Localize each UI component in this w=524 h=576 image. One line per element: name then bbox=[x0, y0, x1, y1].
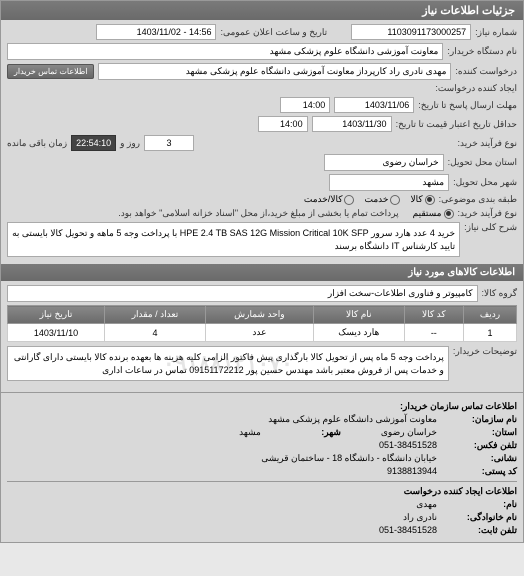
divider bbox=[1, 392, 523, 393]
payment-note: پرداخت تمام یا بخشی از مبلغ خرید،از محل … bbox=[118, 208, 398, 219]
radio-goods-label: کالا bbox=[410, 194, 422, 205]
col-date: تاریخ نیاز bbox=[8, 306, 105, 324]
payment-radios: مستقیم bbox=[413, 208, 454, 219]
radio-service-item[interactable]: خدمت bbox=[364, 194, 400, 205]
min-validity-time: 14:00 bbox=[258, 116, 308, 132]
address-value: خیابان دانشگاه - دانشگاه 18 - ساختمان قر… bbox=[261, 453, 437, 464]
send-deadline-date: 1403/11/06 bbox=[334, 97, 414, 113]
address-label: نشانی: bbox=[437, 453, 517, 464]
need-number-field: 1103091173000257 bbox=[351, 24, 471, 40]
main-panel: جزئیات اطلاعات نیاز شماره نیاز: 11030911… bbox=[0, 0, 524, 543]
lastname-value: نادری راد bbox=[403, 512, 437, 523]
delivery-state-field: خراسان رضوی bbox=[324, 154, 444, 171]
requester-label: درخواست کننده: bbox=[455, 66, 517, 77]
group-field: کامپیوتر و فناوری اطلاعات-سخت افزار bbox=[7, 285, 478, 302]
table-row: 1 -- هارد دیسک عدد 4 1403/11/10 bbox=[8, 324, 517, 342]
city-value: مشهد bbox=[239, 427, 261, 438]
delivery-city-label: شهر محل تحویل: bbox=[453, 177, 517, 188]
cell-code: -- bbox=[404, 324, 463, 342]
fax-value: 051-38451528 bbox=[379, 440, 437, 451]
radio-service-icon bbox=[390, 195, 400, 205]
info-section: شماره نیاز: 1103091173000257 تاریخ و ساع… bbox=[1, 20, 523, 264]
radio-cash-icon bbox=[444, 209, 454, 219]
org-label: نام سازمان: bbox=[437, 414, 517, 425]
buy-process-label: نوع فرآیند خرید: bbox=[458, 138, 518, 149]
table-wrapper: ردیف کد کالا نام کالا واحد شمارش تعداد /… bbox=[7, 305, 517, 342]
contact-header: اطلاعات تماس سازمان خریدار: bbox=[400, 401, 517, 412]
delivery-state-label: استان محل تحویل: bbox=[448, 157, 517, 168]
desc-box: پرداخت وجه 5 ماه پس از تحویل کالا بارگذا… bbox=[7, 346, 449, 381]
desc-text: پرداخت وجه 5 ماه پس از تحویل کالا بارگذا… bbox=[14, 352, 444, 375]
goods-header: اطلاعات کالاهای مورد نیاز bbox=[1, 264, 523, 281]
summary-label: شرح کلی نیاز: bbox=[464, 222, 517, 233]
radio-both-icon bbox=[344, 195, 354, 205]
goods-section: گروه کالا: کامپیوتر و فناوری اطلاعات-سخت… bbox=[1, 281, 523, 388]
radio-both-label: کالا/خدمت bbox=[304, 194, 343, 205]
announce-date-field: 14:56 - 1403/11/02 bbox=[96, 24, 216, 40]
radio-service-label: خدمت bbox=[364, 194, 388, 205]
org-value: معاونت آموزشی دانشگاه علوم پزشکی مشهد bbox=[268, 414, 437, 425]
send-deadline-time: 14:00 bbox=[280, 97, 330, 113]
cell-name: هارد دیسک bbox=[313, 324, 404, 342]
delivery-city-field: مشهد bbox=[329, 174, 449, 191]
device-name-label: نام دستگاه خریدار: bbox=[447, 46, 517, 57]
creator-header: اطلاعات ایجاد کننده درخواست bbox=[404, 486, 517, 497]
cell-qty: 4 bbox=[105, 324, 206, 342]
radio-both-item[interactable]: کالا/خدمت bbox=[304, 194, 355, 205]
col-name: نام کالا bbox=[313, 306, 404, 324]
send-deadline-label: مهلت ارسال پاسخ تا تاریخ: bbox=[418, 100, 517, 111]
contact-info-field: مهدی نادری راد کارپرداز معاونت آموزشی دا… bbox=[98, 63, 451, 80]
remaining-days-label: روز و bbox=[120, 138, 140, 149]
name-value: مهدی bbox=[416, 499, 437, 510]
lastname-label: نام خانوادگی: bbox=[437, 512, 517, 523]
phone-value: 051-38451528 bbox=[379, 525, 437, 536]
col-qty: تعداد / مقدار bbox=[105, 306, 206, 324]
radio-goods-icon bbox=[425, 195, 435, 205]
announce-date-label: تاریخ و ساعت اعلان عمومی: bbox=[220, 27, 327, 38]
col-unit: واحد شمارش bbox=[205, 306, 313, 324]
cell-date: 1403/11/10 bbox=[8, 324, 105, 342]
radio-cash-label: مستقیم bbox=[413, 208, 442, 219]
postal-label: کد پستی: bbox=[437, 466, 517, 477]
need-number-label: شماره نیاز: bbox=[475, 27, 517, 38]
device-name-field: معاونت آموزشی دانشگاه علوم پزشکی مشهد bbox=[7, 43, 443, 60]
postal-value: 9138813944 bbox=[387, 466, 437, 477]
phone-label: تلفن ثابت: bbox=[437, 525, 517, 536]
contact-section: اطلاعات تماس سازمان خریدار: نام سازمان: … bbox=[1, 397, 523, 542]
remaining-days: 3 bbox=[144, 135, 194, 151]
remaining-label: زمان باقی مانده bbox=[7, 138, 67, 149]
cell-unit: عدد bbox=[205, 324, 313, 342]
payment-label: نوع فرآیند خرید: bbox=[458, 208, 518, 219]
city-label: شهر: bbox=[261, 427, 341, 438]
goods-table: ردیف کد کالا نام کالا واحد شمارش تعداد /… bbox=[7, 305, 517, 342]
province-value: خراسان رضوی bbox=[381, 427, 437, 438]
category-label: طبقه بندی موضوعی: bbox=[439, 194, 517, 205]
radio-cash-item[interactable]: مستقیم bbox=[413, 208, 454, 219]
divider-2 bbox=[7, 481, 517, 482]
panel-header: جزئیات اطلاعات نیاز bbox=[1, 1, 523, 20]
remaining-time: 22:54:10 bbox=[71, 135, 116, 151]
min-validity-label: حداقل تاریخ اعتبار قیمت تا تاریخ: bbox=[396, 119, 517, 130]
category-radios: کالا خدمت کالا/خدمت bbox=[304, 194, 435, 205]
summary-text: خرید 4 عدد هارد سرور HPE 2.4 TB SAS 12G … bbox=[7, 222, 460, 257]
province-label: استان: bbox=[437, 427, 517, 438]
group-label: گروه کالا: bbox=[482, 288, 517, 299]
col-row: ردیف bbox=[463, 306, 516, 324]
fax-label: تلفن فکس: bbox=[437, 440, 517, 451]
radio-goods-item[interactable]: کالا bbox=[410, 194, 434, 205]
name-label: نام: bbox=[437, 499, 517, 510]
min-validity-date: 1403/11/30 bbox=[312, 116, 392, 132]
desc-label: توضیحات خریدار: bbox=[453, 346, 517, 357]
cell-row: 1 bbox=[463, 324, 516, 342]
contact-button[interactable]: اطلاعات تماس خریدار bbox=[7, 64, 94, 79]
create-tender-label: ایجاد کننده درخواست: bbox=[435, 83, 517, 94]
col-code: کد کالا bbox=[404, 306, 463, 324]
